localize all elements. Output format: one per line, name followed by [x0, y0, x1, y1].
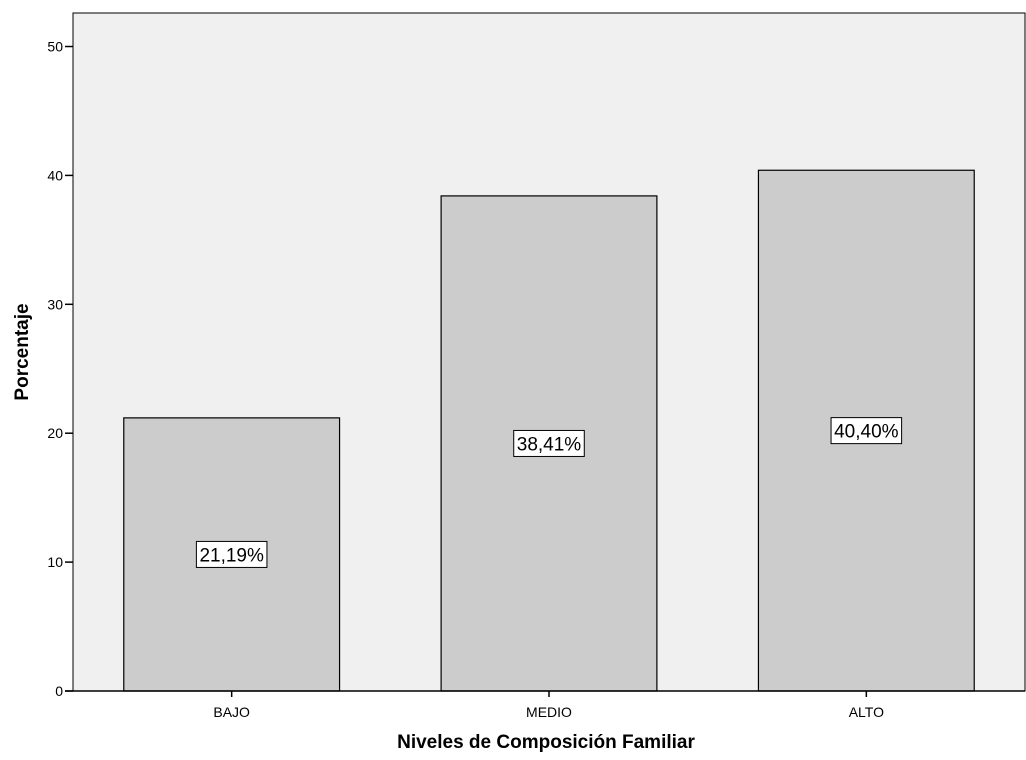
data-label: 40,40%	[834, 422, 899, 443]
data-label: 21,19%	[199, 545, 264, 566]
y-tick-label: 20	[47, 425, 63, 441]
y-axis: 0 10 20 30 40 50	[47, 39, 73, 699]
y-tick-label: 10	[47, 554, 63, 570]
y-axis-title: Porcentaje	[12, 303, 33, 400]
x-tick-label: BAJO	[213, 704, 250, 720]
y-tick-label: 0	[55, 683, 63, 699]
y-tick-label: 40	[47, 167, 63, 183]
x-tick-label: MEDIO	[526, 704, 572, 720]
y-tick-label: 30	[47, 296, 63, 312]
x-tick-label: ALTO	[849, 704, 884, 720]
x-axis: BAJO MEDIO ALTO	[65, 691, 1025, 720]
data-label: 38,41%	[517, 434, 582, 455]
y-tick-label: 50	[47, 39, 63, 55]
x-axis-title: Niveles de Composición Familiar	[397, 732, 695, 753]
